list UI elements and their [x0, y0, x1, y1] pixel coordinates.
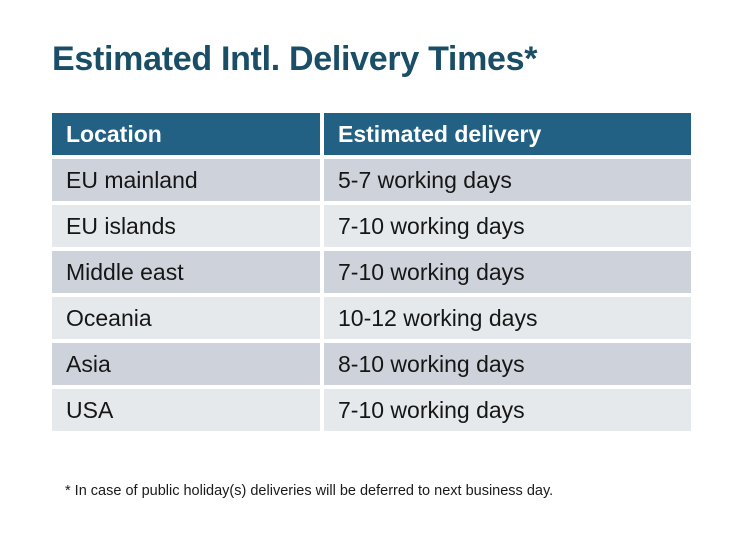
- cell-delivery: 8-10 working days: [324, 343, 691, 385]
- page-title: Estimated Intl. Delivery Times*: [52, 40, 538, 78]
- cell-location: USA: [52, 389, 320, 431]
- table-body: EU mainland 5-7 working days EU islands …: [52, 159, 691, 431]
- cell-delivery: 5-7 working days: [324, 159, 691, 201]
- column-header-location: Location: [52, 113, 320, 155]
- table-header-row: Location Estimated delivery: [52, 113, 691, 155]
- cell-delivery: 7-10 working days: [324, 205, 691, 247]
- table-row: Middle east 7-10 working days: [52, 251, 691, 293]
- table-header: Location Estimated delivery: [52, 113, 691, 155]
- delivery-times-table: Location Estimated delivery EU mainland …: [48, 109, 695, 435]
- footnote: * In case of public holiday(s) deliverie…: [65, 483, 554, 499]
- cell-location: Middle east: [52, 251, 320, 293]
- table-row: Oceania 10-12 working days: [52, 297, 691, 339]
- table-row: EU mainland 5-7 working days: [52, 159, 691, 201]
- cell-delivery: 7-10 working days: [324, 251, 691, 293]
- table-row: Asia 8-10 working days: [52, 343, 691, 385]
- cell-delivery: 7-10 working days: [324, 389, 691, 431]
- cell-location: EU islands: [52, 205, 320, 247]
- cell-location: EU mainland: [52, 159, 320, 201]
- column-header-delivery: Estimated delivery: [324, 113, 691, 155]
- cell-location: Asia: [52, 343, 320, 385]
- cell-location: Oceania: [52, 297, 320, 339]
- table-row: USA 7-10 working days: [52, 389, 691, 431]
- table-row: EU islands 7-10 working days: [52, 205, 691, 247]
- cell-delivery: 10-12 working days: [324, 297, 691, 339]
